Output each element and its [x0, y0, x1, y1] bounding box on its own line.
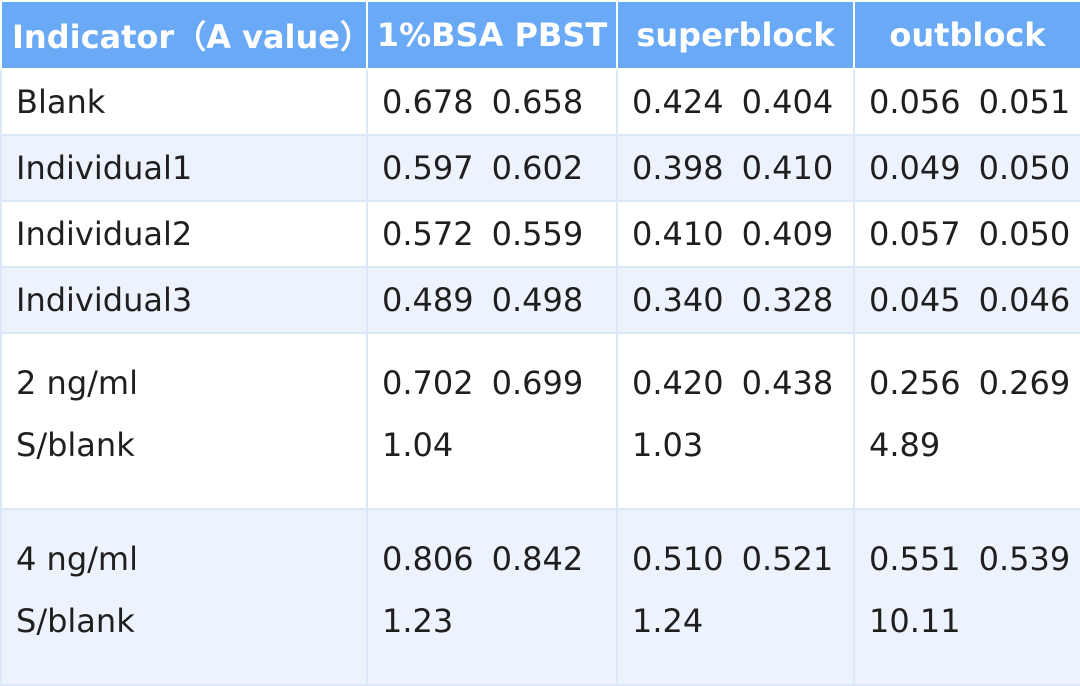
header-superblock: superblock — [616, 0, 855, 70]
row-label: Individual2 — [0, 200, 368, 268]
value-cell: 0.398 0.410 — [616, 134, 855, 202]
table-row-4ngml: 4 ng/ml S/blank 0.806 0.842 1.23 0.510 0.5… — [0, 508, 1080, 686]
value-cell: 0.057 0.050 — [853, 200, 1080, 268]
value-2: 0.409 — [741, 215, 834, 253]
value-2: 0.539 — [978, 540, 1071, 578]
value-cell: 0.049 0.050 — [853, 134, 1080, 202]
row-label-main: 2 ng/ml — [16, 364, 138, 402]
value-cell: 0.056 0.051 — [853, 68, 1080, 136]
header-bsa-pbst: 1%BSA PBST — [366, 0, 618, 70]
value-1: 0.510 — [632, 540, 724, 578]
value-1: 0.410 — [632, 215, 724, 253]
value-cell: 0.420 0.438 1.03 — [616, 332, 855, 510]
header-indicator: Indicator（A value） — [0, 0, 368, 70]
value-cell: 0.702 0.699 1.04 — [366, 332, 618, 510]
value-1: 0.420 — [632, 364, 724, 402]
value-2: 0.559 — [491, 215, 584, 253]
row-label-sub: S/blank — [16, 602, 135, 640]
ratio-value: 10.11 — [869, 602, 961, 640]
table-row-2ngml: 2 ng/ml S/blank 0.702 0.699 1.04 0.420 0.4… — [0, 332, 1080, 510]
value-1: 0.424 — [632, 83, 724, 121]
row-label-main: 4 ng/ml — [16, 540, 138, 578]
value-1: 0.572 — [382, 215, 474, 253]
value-2: 0.050 — [978, 149, 1071, 187]
table-row-blank: Blank 0.678 0.658 0.424 0.404 0.056 0.051 — [0, 68, 1080, 136]
table-row-individual1: Individual1 0.597 0.602 0.398 0.410 0.049 0… — [0, 134, 1080, 202]
header-outblock: outblock — [853, 0, 1080, 70]
value-cell: 0.806 0.842 1.23 — [366, 508, 618, 686]
value-1: 0.678 — [382, 83, 474, 121]
ratio-value: 1.23 — [382, 602, 454, 640]
value-1: 0.597 — [382, 149, 474, 187]
header-row: Indicator（A value） 1%BSA PBST superblock… — [0, 0, 1080, 70]
value-cell: 0.340 0.328 — [616, 266, 855, 334]
value-2: 0.658 — [491, 83, 584, 121]
value-1: 0.551 — [869, 540, 961, 578]
value-cell: 0.597 0.602 — [366, 134, 618, 202]
value-1: 0.057 — [869, 215, 961, 253]
value-2: 0.498 — [491, 281, 584, 319]
value-2: 0.404 — [741, 83, 834, 121]
value-1: 0.056 — [869, 83, 961, 121]
value-2: 0.699 — [491, 364, 584, 402]
value-cell: 0.424 0.404 — [616, 68, 855, 136]
value-2: 0.051 — [978, 83, 1071, 121]
value-2: 0.521 — [741, 540, 834, 578]
value-1: 0.398 — [632, 149, 724, 187]
value-1: 0.806 — [382, 540, 474, 578]
value-cell: 0.572 0.559 — [366, 200, 618, 268]
value-2: 0.050 — [978, 215, 1071, 253]
value-1: 0.256 — [869, 364, 961, 402]
value-cell: 0.256 0.269 4.89 — [853, 332, 1080, 510]
value-2: 0.842 — [491, 540, 584, 578]
value-1: 0.340 — [632, 281, 724, 319]
value-2: 0.269 — [978, 364, 1071, 402]
value-1: 0.489 — [382, 281, 474, 319]
ratio-value: 1.24 — [632, 602, 704, 640]
value-cell: 0.551 0.539 10.11 — [853, 508, 1080, 686]
ratio-value: 4.89 — [869, 426, 941, 464]
ratio-value: 1.04 — [382, 426, 454, 464]
row-label-sub: S/blank — [16, 426, 135, 464]
value-2: 0.438 — [741, 364, 834, 402]
value-1: 0.049 — [869, 149, 961, 187]
table-row-individual3: Individual3 0.489 0.498 0.340 0.328 0.045 0… — [0, 266, 1080, 334]
row-label: 4 ng/ml S/blank — [0, 508, 368, 686]
value-2: 0.410 — [741, 149, 834, 187]
value-2: 0.046 — [978, 281, 1071, 319]
value-1: 0.702 — [382, 364, 474, 402]
row-label: Individual3 — [0, 266, 368, 334]
value-cell: 0.045 0.046 — [853, 266, 1080, 334]
value-2: 0.328 — [741, 281, 834, 319]
value-2: 0.602 — [491, 149, 584, 187]
row-label: 2 ng/ml S/blank — [0, 332, 368, 510]
value-cell: 0.510 0.521 1.24 — [616, 508, 855, 686]
ratio-value: 1.03 — [632, 426, 704, 464]
table-row-individual2: Individual2 0.572 0.559 0.410 0.409 0.057 0… — [0, 200, 1080, 268]
row-label: Individual1 — [0, 134, 368, 202]
value-cell: 0.410 0.409 — [616, 200, 855, 268]
value-1: 0.045 — [869, 281, 961, 319]
value-cell: 0.489 0.498 — [366, 266, 618, 334]
value-cell: 0.678 0.658 — [366, 68, 618, 136]
row-label: Blank — [0, 68, 368, 136]
